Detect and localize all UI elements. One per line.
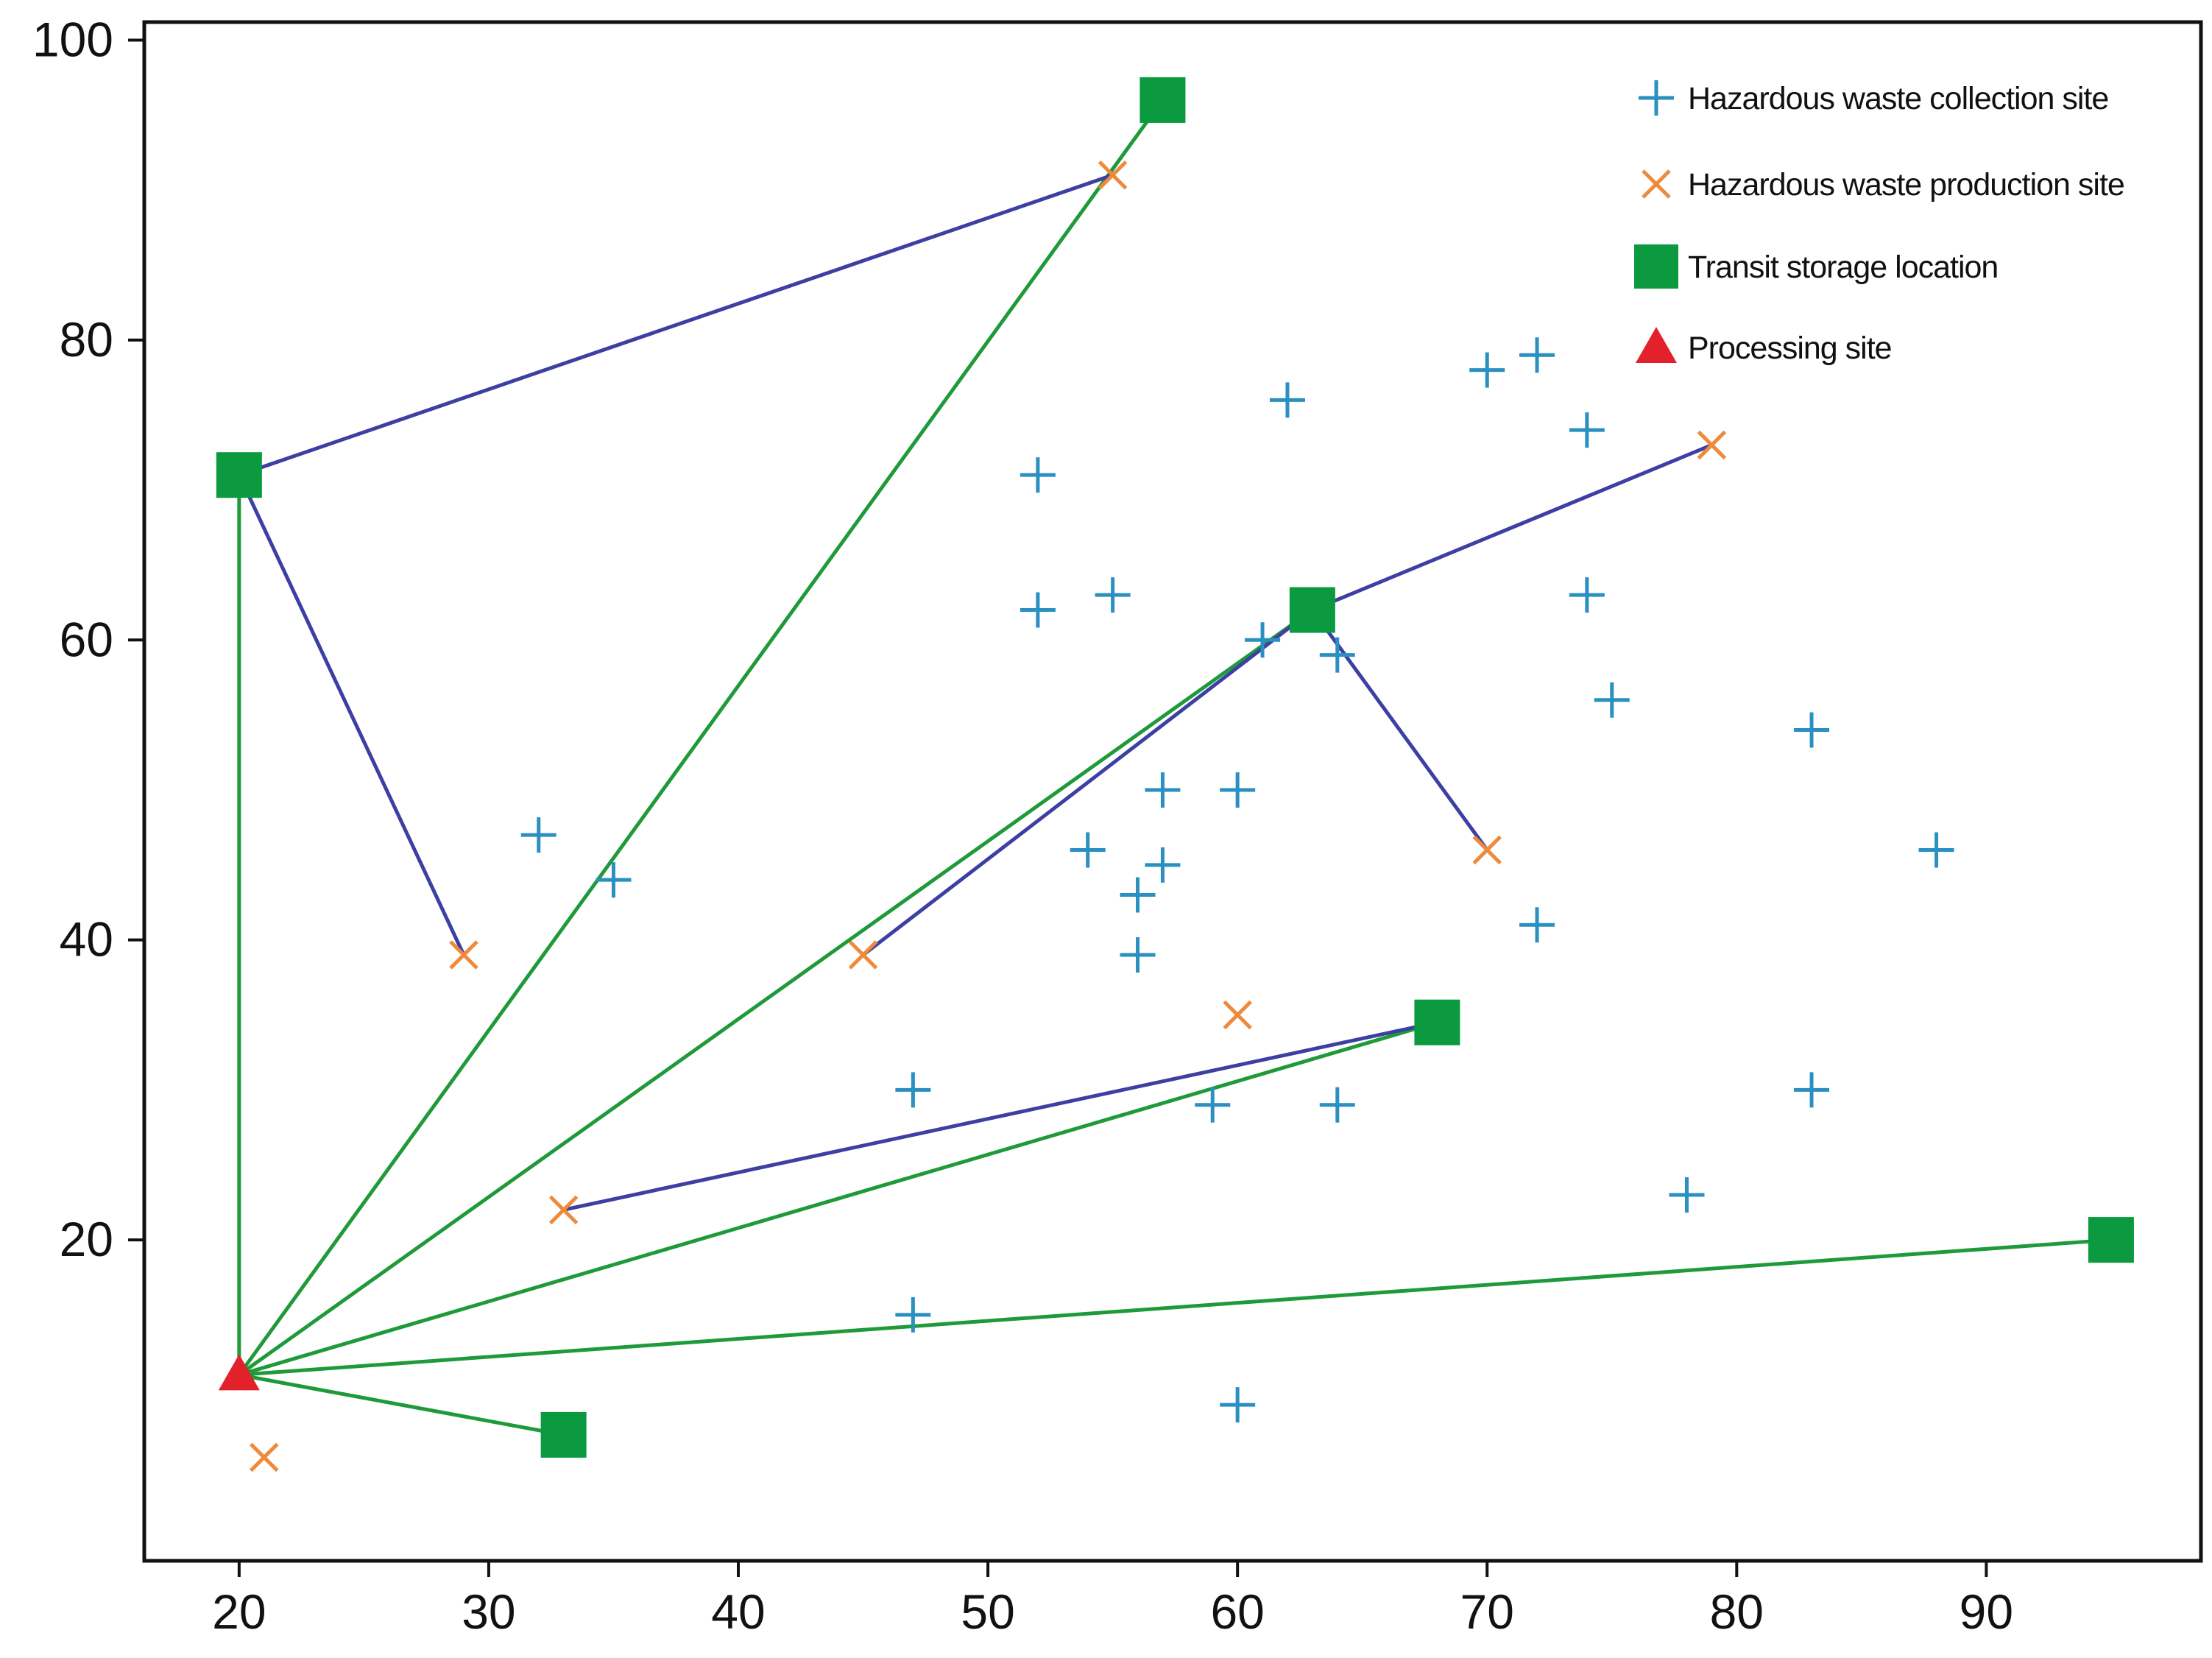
collection-site-marker (1519, 907, 1555, 943)
plot-frame (142, 20, 2203, 1563)
transit-storage-marker (216, 452, 262, 498)
markers-layer (216, 77, 2134, 1472)
legend-production-icon (1642, 169, 1671, 199)
collection-site-marker (1918, 832, 1954, 868)
production-site-marker (848, 940, 878, 970)
production-site-marker (1697, 430, 1727, 460)
legend-collection-label: Hazardous waste collection site (1688, 81, 2108, 116)
legend-transit-icon (1634, 244, 1678, 289)
routes-layer (237, 98, 2113, 1437)
collection-site-marker (1794, 712, 1830, 748)
x-tick-label: 50 (961, 1584, 1014, 1639)
production-site-marker (1472, 835, 1502, 865)
collection-site-marker (1145, 847, 1181, 883)
collection-site-marker (1469, 352, 1505, 388)
y-tick-label: 40 (60, 912, 113, 967)
x-tick-label: 90 (1960, 1584, 2013, 1639)
collection-site-marker (1594, 682, 1630, 718)
collection-site-marker (1020, 592, 1056, 628)
route-line-production-to-transit-6 (237, 173, 1115, 477)
x-tick-label: 20 (212, 1584, 266, 1639)
collection-site-marker (1794, 1072, 1830, 1108)
collection-site-marker (1195, 1087, 1231, 1123)
collection-site-marker (1319, 637, 1355, 673)
transit-storage-marker (1289, 587, 1335, 633)
collection-site-marker (1519, 337, 1555, 373)
route-line-to-processing-3 (237, 1020, 1439, 1377)
transit-storage-marker (1139, 77, 1186, 123)
route-line-to-processing-4 (237, 1238, 2113, 1377)
route-line-production-to-transit-9 (861, 608, 1315, 957)
x-tick-label: 30 (462, 1584, 515, 1639)
collection-site-marker (1569, 577, 1605, 613)
production-site-marker (449, 940, 478, 970)
collection-site-marker (895, 1072, 931, 1108)
legend: Hazardous waste collection site Hazardous… (1634, 80, 2125, 366)
y-tick-label: 60 (60, 612, 113, 666)
route-line-production-to-transit-11 (562, 1020, 1439, 1212)
transit-storage-marker (1414, 999, 1460, 1045)
x-axis-ticks: 20 30 40 50 60 70 80 90 (212, 1561, 2013, 1639)
legend-collection-icon (1639, 80, 1674, 116)
route-line-to-processing-1 (237, 98, 1165, 1377)
production-site-marker (1223, 1000, 1252, 1030)
collection-site-marker (1120, 877, 1156, 913)
y-axis-ticks: 20 40 60 80 100 (32, 12, 144, 1266)
transit-storage-marker (2088, 1217, 2134, 1263)
collection-site-marker (1070, 832, 1106, 868)
collection-site-marker (895, 1297, 931, 1333)
collection-site-marker (1245, 622, 1281, 658)
collection-site-marker (1220, 772, 1256, 808)
legend-processing-icon (1636, 327, 1677, 363)
collection-site-marker (1269, 382, 1305, 418)
x-tick-label: 60 (1210, 1584, 1264, 1639)
collection-site-marker (1669, 1177, 1705, 1213)
route-line-production-to-transit-7 (237, 473, 466, 957)
collection-site-marker (1145, 772, 1181, 808)
y-tick-label: 80 (60, 312, 113, 367)
collection-site-marker (1569, 412, 1605, 448)
collection-site-marker (1020, 457, 1056, 493)
collection-site-marker (596, 862, 632, 898)
production-site-marker (1098, 160, 1128, 190)
legend-transit-label: Transit storage location (1688, 250, 1998, 285)
collection-site-marker (1095, 577, 1131, 613)
transit-storage-marker (540, 1411, 587, 1458)
production-site-marker (249, 1442, 279, 1472)
x-tick-label: 40 (711, 1584, 765, 1639)
processing-site-marker (218, 1354, 260, 1391)
x-tick-label: 80 (1710, 1584, 1764, 1639)
route-line-to-processing-5 (237, 1372, 566, 1437)
collection-site-marker (1220, 1387, 1256, 1423)
route-line-production-to-transit-10 (1310, 608, 1489, 852)
production-site-marker (548, 1195, 579, 1225)
legend-processing-label: Processing site (1688, 331, 1892, 366)
route-line-production-to-transit-8 (1310, 442, 1714, 613)
collection-site-marker (520, 817, 556, 853)
y-tick-label: 20 (60, 1212, 113, 1266)
y-tick-label: 100 (32, 12, 113, 66)
route-line-to-processing-2 (237, 608, 1315, 1377)
collection-site-marker (1120, 937, 1156, 973)
collection-site-marker (1319, 1087, 1355, 1123)
legend-production-label: Hazardous waste production site (1688, 167, 2124, 202)
x-tick-label: 70 (1460, 1584, 1514, 1639)
